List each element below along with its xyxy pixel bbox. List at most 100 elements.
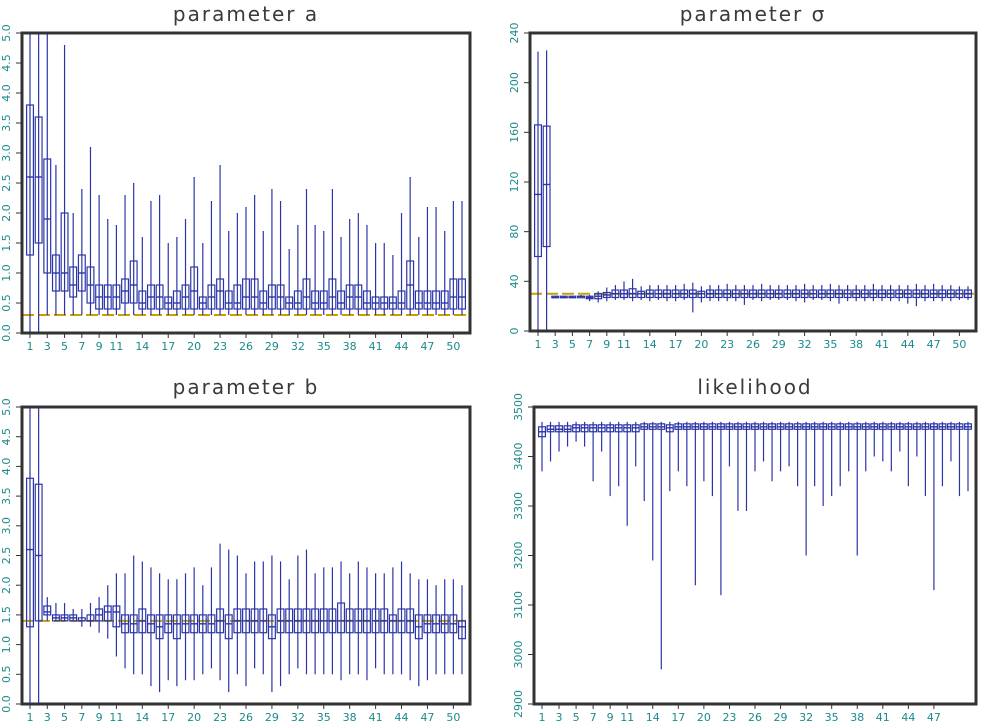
y-tick-label: 240 bbox=[508, 23, 521, 44]
box bbox=[663, 289, 672, 299]
x-tick-label: 41 bbox=[369, 340, 383, 353]
box bbox=[362, 290, 371, 310]
x-tick-label: 14 bbox=[135, 711, 149, 724]
x-tick-label: 17 bbox=[669, 338, 683, 351]
box bbox=[533, 124, 542, 258]
box bbox=[224, 290, 233, 310]
x-tick-label: 11 bbox=[109, 340, 123, 353]
box bbox=[129, 260, 138, 304]
x-tick-label: 9 bbox=[607, 711, 614, 724]
panel-parameter-b: parameter b 0.0 0.5 1.0 1.5 2.0 2.5 3.0 3.5 4.0 4… bbox=[0, 363, 493, 726]
y-tick-label: 3500 bbox=[512, 393, 525, 421]
x-tick-label: 32 bbox=[291, 711, 305, 724]
box bbox=[43, 605, 52, 616]
box bbox=[250, 278, 259, 310]
x-tick-label: 26 bbox=[239, 340, 253, 353]
x-tick-label: 5 bbox=[569, 338, 576, 351]
box bbox=[172, 290, 181, 310]
box bbox=[964, 289, 973, 299]
box bbox=[706, 289, 715, 299]
x-tick-label: 1 bbox=[27, 711, 34, 724]
x-tick-label: 47 bbox=[420, 711, 434, 724]
y-tick-label: 3100 bbox=[512, 591, 525, 619]
x-tick-label: 35 bbox=[317, 711, 331, 724]
x-tick-label: 41 bbox=[369, 711, 383, 724]
box bbox=[640, 423, 649, 430]
x-tick-label: 9 bbox=[96, 711, 103, 724]
x-tick-label: 7 bbox=[590, 711, 597, 724]
x-tick-label: 35 bbox=[317, 340, 331, 353]
y-tick-label: 5.0 bbox=[0, 24, 13, 42]
y-tick-label: 0.5 bbox=[0, 294, 13, 312]
x-tick-label: 29 bbox=[774, 711, 788, 724]
box bbox=[233, 284, 242, 310]
x-tick-label: 20 bbox=[187, 711, 201, 724]
x-tick-label: 47 bbox=[927, 338, 941, 351]
box bbox=[293, 290, 302, 310]
x-tick-label: 26 bbox=[748, 711, 762, 724]
x-tick-label: 32 bbox=[291, 340, 305, 353]
box bbox=[449, 278, 458, 310]
x-tick-label: 11 bbox=[109, 711, 123, 724]
x-tick-label: 7 bbox=[78, 711, 85, 724]
box bbox=[912, 423, 921, 430]
box bbox=[26, 477, 35, 628]
box bbox=[751, 423, 760, 430]
y-tick-label: 4.5 bbox=[0, 54, 13, 72]
x-tick-label: 50 bbox=[446, 340, 460, 353]
box bbox=[69, 266, 78, 298]
panel-parameter-sigma: parameter σ 0 40 80 120 160 200 240 1 3 5 7 9 11 14 17… bbox=[493, 0, 987, 363]
chart-parameter-b: 0.00.51.01.52.02.53.03.54.04.55.01 3 5 7 9 11… bbox=[0, 398, 472, 724]
y-tick-label: 1.5 bbox=[0, 606, 13, 624]
x-tick-label: 17 bbox=[671, 711, 685, 724]
x-tick-label: 3 bbox=[44, 340, 51, 353]
x-tick-label: 38 bbox=[850, 711, 864, 724]
y-tick-label: 1.0 bbox=[0, 264, 13, 282]
box bbox=[388, 614, 397, 634]
box bbox=[337, 602, 346, 634]
x-tick-label: 23 bbox=[720, 338, 734, 351]
box bbox=[43, 158, 52, 274]
box bbox=[440, 290, 449, 310]
y-tick-label: 1.0 bbox=[0, 636, 13, 654]
y-tick-label: 3.0 bbox=[0, 517, 13, 535]
y-tick-label: 0 bbox=[508, 328, 521, 335]
box bbox=[190, 266, 199, 310]
x-tick-label: 3 bbox=[552, 338, 559, 351]
x-tick-label: 1 bbox=[27, 340, 34, 353]
box bbox=[397, 290, 406, 310]
x-tick-label: 7 bbox=[78, 340, 85, 353]
box bbox=[432, 290, 441, 310]
x-tick-label: 20 bbox=[187, 340, 201, 353]
box bbox=[921, 289, 930, 299]
box bbox=[835, 289, 844, 299]
x-tick-label: 14 bbox=[643, 338, 657, 351]
y-tick-label: 2.0 bbox=[0, 204, 13, 222]
box bbox=[34, 483, 43, 622]
y-tick-label: 160 bbox=[508, 122, 521, 143]
x-tick-label: 29 bbox=[265, 340, 279, 353]
x-tick-label: 35 bbox=[823, 338, 837, 351]
chart-title: parameter b bbox=[172, 375, 320, 399]
box bbox=[792, 289, 801, 299]
x-tick-label: 29 bbox=[772, 338, 786, 351]
x-tick-label: 26 bbox=[239, 711, 253, 724]
box bbox=[242, 278, 251, 310]
y-tick-label: 2.5 bbox=[0, 174, 13, 192]
x-tick-label: 29 bbox=[265, 711, 279, 724]
x-tick-label: 1 bbox=[539, 711, 546, 724]
box bbox=[594, 293, 603, 300]
box bbox=[328, 278, 337, 310]
y-tick-label: 4.0 bbox=[0, 458, 13, 476]
y-tick-label: 3200 bbox=[512, 542, 525, 570]
box bbox=[537, 426, 546, 438]
x-tick-label: 3 bbox=[556, 711, 563, 724]
box bbox=[319, 290, 328, 310]
x-tick-label: 5 bbox=[61, 711, 68, 724]
x-tick-label: 38 bbox=[849, 338, 863, 351]
y-tick-label: 0.5 bbox=[0, 666, 13, 684]
box bbox=[60, 212, 69, 292]
x-tick-label: 5 bbox=[573, 711, 580, 724]
